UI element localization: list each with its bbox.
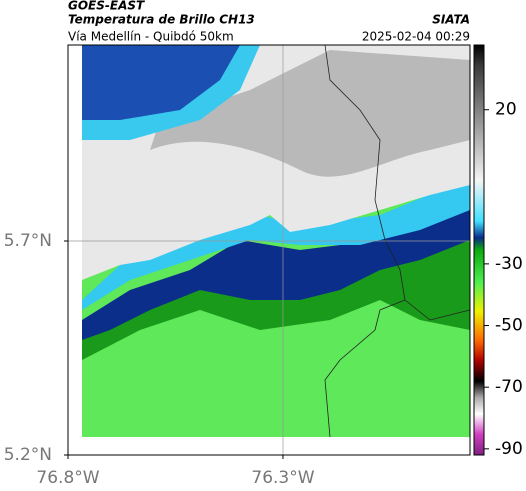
colorbar-tick-label: 20 xyxy=(495,100,517,120)
colorbar-tick-label: -90 xyxy=(495,439,523,459)
y-tick-label: 5.2°N xyxy=(4,445,52,465)
timestamp: 2025-02-04 00:29 xyxy=(362,30,470,44)
x-tick-label: 76.3°W xyxy=(251,468,314,488)
colorbar-tick-label: -50 xyxy=(495,316,523,336)
y-tick-label: 5.7°N xyxy=(4,231,52,251)
colorbar-tick-label: -70 xyxy=(495,377,523,397)
x-tick-label: 76.8°W xyxy=(36,468,99,488)
product: Temperatura de Brillo CH13 xyxy=(68,13,255,27)
organization: SIATA xyxy=(432,13,470,27)
satellite: GOES-EAST xyxy=(68,0,145,13)
map-frame xyxy=(67,44,471,456)
route: Vía Medellín - Quibdó 50km xyxy=(68,30,234,44)
colorbar xyxy=(473,44,485,456)
colorbar-tick-label: -30 xyxy=(495,254,523,274)
